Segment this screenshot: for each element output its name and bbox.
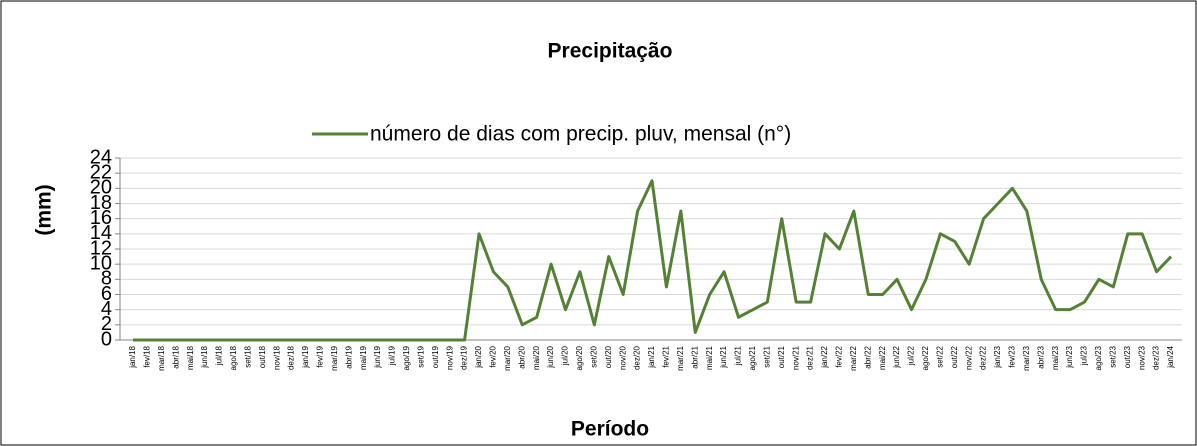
legend-label: número de dias com precip. pluv, mensal … (370, 123, 791, 146)
x-tick-label: jun/20 (546, 345, 555, 368)
x-tick-label: dez/18 (287, 345, 296, 370)
x-tick-label: mar/21 (676, 345, 685, 370)
x-tick-label: dez/21 (806, 345, 815, 370)
x-tick-label: ago/22 (921, 345, 930, 370)
x-tick-label: abr/20 (517, 345, 526, 368)
x-tick-label: ago/23 (1094, 345, 1103, 370)
x-tick-label: fev/19 (316, 345, 325, 367)
x-tick-label: jan/24 (1166, 345, 1175, 368)
x-tick-label: abr/23 (1036, 345, 1045, 368)
x-tick-label: out/20 (604, 345, 613, 368)
x-tick-label: nov/21 (791, 345, 800, 370)
x-tick-label: nov/18 (272, 345, 281, 370)
x-tick-label: nov/22 (964, 345, 973, 370)
x-tick-label: dez/22 (979, 345, 988, 370)
y-tick-label: 2 (101, 313, 112, 335)
x-tick-label: jan/20 (474, 345, 483, 368)
x-tick-label: set/22 (935, 345, 944, 367)
x-tick-label: jun/22 (892, 345, 901, 368)
x-tick-label: ago/18 (229, 345, 238, 370)
y-tick-label: 16 (90, 207, 112, 229)
x-tick-label: ago/19 (402, 345, 411, 370)
x-tick-label: abr/22 (863, 345, 872, 368)
x-tick-label: jun/21 (719, 345, 728, 368)
x-tick-label: jan/19 (301, 345, 310, 368)
x-tick-label: mai/23 (1051, 345, 1060, 370)
x-tick-label: set/19 (416, 345, 425, 367)
x-tick-label: mai/20 (532, 345, 541, 370)
x-tick-label: dez/19 (460, 345, 469, 370)
x-tick-label: dez/23 (1152, 345, 1161, 370)
x-tick-label: out/23 (1123, 345, 1132, 368)
legend: número de dias com precip. pluv, mensal … (312, 123, 791, 146)
x-tick-label: nov/23 (1137, 345, 1146, 370)
x-tick-label: dez/20 (633, 345, 642, 370)
x-axis-label: Período (571, 418, 649, 441)
x-tick-label: nov/19 (445, 345, 454, 370)
y-tick-label: 18 (90, 192, 112, 214)
x-tick-label: jan/21 (647, 345, 656, 368)
x-tick-label: jul/18 (215, 345, 224, 366)
x-tick-label: set/18 (243, 345, 252, 367)
x-tick-label: set/21 (762, 345, 771, 367)
x-tick-label: jan/23 (993, 345, 1002, 368)
x-tick-label: jun/23 (1065, 345, 1074, 368)
y-tick-label: 20 (90, 177, 112, 199)
x-tick-label: mai/22 (878, 345, 887, 370)
y-tick-label: 10 (90, 252, 112, 274)
x-tick-label: jan/22 (820, 345, 829, 368)
x-tick-label: jul/20 (561, 345, 570, 366)
y-axis-label: (mm) (33, 184, 56, 235)
x-tick-label: jun/18 (200, 345, 209, 368)
x-tick-label: mar/18 (157, 345, 166, 370)
y-tick-label: 22 (90, 161, 112, 183)
x-tick-label: abr/19 (344, 345, 353, 368)
x-tick-label: out/21 (777, 345, 786, 368)
x-tick-label: ago/20 (575, 345, 584, 370)
x-tick-label: mar/23 (1022, 345, 1031, 370)
x-tick-label: jan/18 (128, 345, 137, 368)
y-tick-label: 4 (101, 298, 112, 320)
x-tick-label: fev/21 (662, 345, 671, 367)
x-tick-label: out/18 (258, 345, 267, 368)
x-tick-label: jul/22 (907, 345, 916, 366)
x-tick-label: abr/21 (690, 345, 699, 368)
x-tick-label: fev/20 (489, 345, 498, 367)
x-tick-label: mai/18 (186, 345, 195, 370)
x-tick-label: jun/19 (373, 345, 382, 368)
x-tick-label: out/19 (431, 345, 440, 368)
x-tick-label: mai/21 (705, 345, 714, 370)
x-tick-label: jul/21 (734, 345, 743, 366)
chart-title: Precipitação (548, 40, 673, 63)
x-tick-label: jul/23 (1080, 345, 1089, 366)
x-tick-label: mar/22 (849, 345, 858, 370)
x-tick-label: mar/19 (330, 345, 339, 370)
y-tick-label: 0 (101, 328, 112, 350)
x-tick-label: jul/19 (388, 345, 397, 366)
x-tick-label: set/20 (589, 345, 598, 367)
x-tick-label: set/23 (1108, 345, 1117, 367)
y-tick-label: 6 (101, 283, 112, 305)
x-tick-label: out/22 (950, 345, 959, 368)
x-tick-label: mai/19 (359, 345, 368, 370)
line-series (133, 179, 1173, 342)
x-tick-label: abr/18 (171, 345, 180, 368)
y-tick-label: 24 (90, 146, 112, 168)
y-tick-label: 12 (90, 237, 112, 259)
x-tick-label: fev/18 (143, 345, 152, 367)
x-tick-label: nov/20 (618, 345, 627, 370)
x-tick-label: fev/22 (835, 345, 844, 367)
x-tick-label: fev/23 (1008, 345, 1017, 367)
y-tick-label: 14 (90, 222, 112, 244)
y-tick-label: 8 (101, 268, 112, 290)
x-tick-label: ago/21 (748, 345, 757, 370)
x-tick-label: mar/20 (503, 345, 512, 370)
